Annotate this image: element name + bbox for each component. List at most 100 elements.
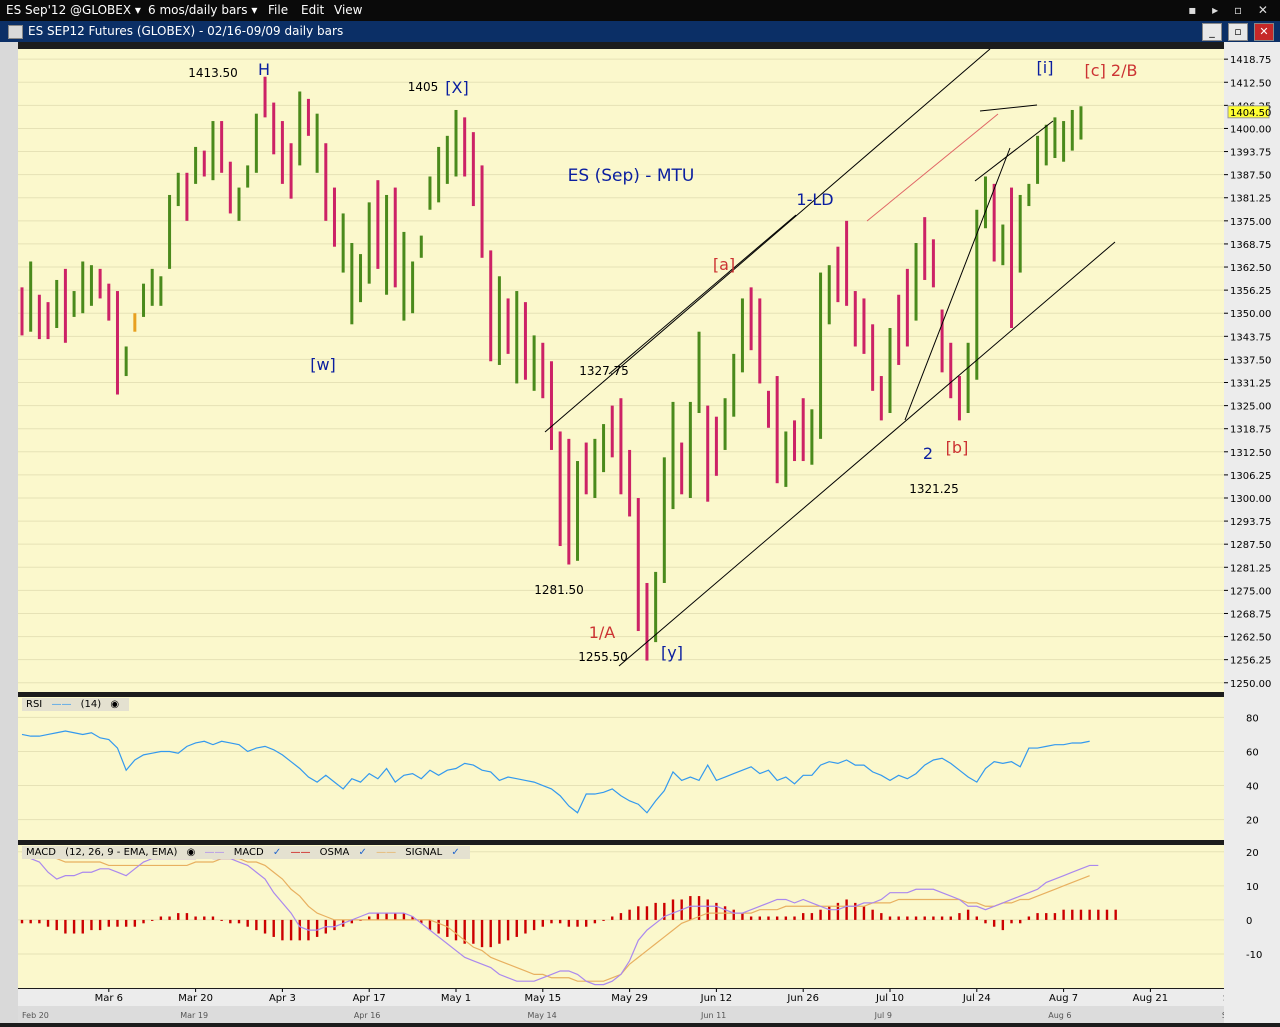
maximize-button[interactable]: ▫ bbox=[1228, 23, 1248, 41]
price-tick-label: 1368.75 bbox=[1230, 240, 1271, 251]
rsi-line bbox=[21, 730, 1090, 814]
price-bar bbox=[1018, 194, 1022, 273]
osma-bar bbox=[888, 916, 892, 920]
price-bar bbox=[784, 431, 788, 487]
osma-bar bbox=[958, 913, 961, 920]
price-tick-label: 1293.75 bbox=[1230, 517, 1271, 528]
label-1321-25: 1321.25 bbox=[909, 482, 959, 496]
osma-bar bbox=[637, 906, 640, 920]
settings-icon[interactable]: ◉ bbox=[110, 699, 120, 710]
wave-labels: H 1413.50 [X] 1405 [w] 1327.75 1281.50 1… bbox=[188, 58, 1137, 664]
price-bar bbox=[115, 291, 119, 395]
osma-bar bbox=[116, 919, 119, 927]
osma-bar bbox=[550, 919, 553, 924]
osma-bar bbox=[541, 919, 544, 927]
period-selector[interactable]: 6 mos/daily bars ▾ bbox=[148, 3, 258, 17]
price-bar bbox=[29, 261, 33, 332]
week-tick-label: Mar 19 bbox=[180, 1011, 208, 1020]
price-bar bbox=[515, 291, 519, 384]
osma-bar bbox=[793, 916, 796, 920]
osma-bar bbox=[611, 916, 614, 920]
osma-bar bbox=[585, 919, 588, 927]
rsi-legend[interactable]: RSI —— (14) ◉ bbox=[22, 698, 130, 711]
price-bar bbox=[593, 438, 597, 498]
osma-bar bbox=[923, 916, 926, 920]
file-menu[interactable]: File bbox=[268, 3, 289, 17]
close-button[interactable]: ✕ bbox=[1254, 23, 1274, 41]
window-controls[interactable]: ▪ ▸ ▫ ✕ bbox=[1188, 3, 1274, 17]
price-bar bbox=[801, 398, 805, 462]
price-tick-label: 1418.75 bbox=[1230, 55, 1271, 66]
osma-bar bbox=[333, 919, 336, 931]
checkbox-icon[interactable]: ✓ bbox=[451, 847, 460, 858]
price-bar bbox=[697, 331, 701, 413]
osma-bar bbox=[628, 909, 631, 920]
osma-bar bbox=[593, 919, 597, 924]
price-tick-label: 1287.50 bbox=[1230, 540, 1271, 551]
price-bar bbox=[662, 457, 666, 583]
macd-legend[interactable]: MACD (12, 26, 9 - EMA, EMA) ◉ —— MACD ✓ … bbox=[22, 846, 470, 859]
chart-window-titlebar: ES SEP12 Futures (GLOBEX) - 02/16-09/09 … bbox=[0, 21, 1280, 42]
price-bar bbox=[983, 176, 987, 229]
osma-bar bbox=[984, 919, 987, 924]
osma-bar bbox=[932, 916, 935, 920]
price-tick-label: 1393.75 bbox=[1230, 148, 1271, 159]
price-bar bbox=[220, 121, 224, 173]
date-tick-label: Aug 7 bbox=[1049, 993, 1078, 1004]
price-bar bbox=[463, 117, 467, 177]
checkbox-icon[interactable]: ✓ bbox=[272, 847, 282, 858]
checkbox-icon[interactable]: ✓ bbox=[358, 847, 367, 858]
osma-bar bbox=[732, 909, 735, 920]
price-tick-label: 1318.75 bbox=[1230, 425, 1271, 436]
wedge-lower-line bbox=[974, 120, 1054, 182]
price-tick-label: 1262.50 bbox=[1230, 633, 1271, 644]
osma-bar bbox=[749, 916, 753, 920]
price-bar bbox=[723, 398, 727, 450]
date-tick-label: Mar 20 bbox=[178, 993, 213, 1004]
price-bar bbox=[1079, 106, 1083, 140]
osma-bar bbox=[246, 919, 249, 927]
osma-bar bbox=[211, 916, 215, 920]
left-scroll-strip[interactable] bbox=[0, 42, 18, 1023]
osma-bar bbox=[1036, 913, 1039, 920]
label-b: [b] bbox=[946, 438, 969, 457]
view-menu[interactable]: View bbox=[334, 3, 363, 17]
price-tick-label: 1275.00 bbox=[1230, 586, 1271, 597]
price-bar bbox=[445, 135, 449, 184]
osma-bar bbox=[784, 916, 788, 920]
lower-channel-line bbox=[618, 241, 1116, 667]
price-bar bbox=[992, 183, 996, 262]
week-tick-label: May 14 bbox=[527, 1011, 556, 1020]
price-tick-label: 1268.75 bbox=[1230, 609, 1271, 620]
edit-menu[interactable]: Edit bbox=[301, 3, 325, 17]
osma-bar bbox=[654, 902, 657, 920]
label-1255-50: 1255.50 bbox=[578, 650, 628, 664]
price-bar bbox=[671, 401, 675, 510]
symbol-selector[interactable]: ES Sep'12 @GLOBEX ▾ bbox=[6, 3, 141, 17]
price-tick-label: 1381.25 bbox=[1230, 194, 1271, 205]
osma-bar bbox=[880, 913, 883, 920]
chart-window-icon bbox=[8, 25, 23, 39]
minimize-button[interactable]: _ bbox=[1202, 23, 1222, 41]
price-bar bbox=[298, 91, 302, 166]
rsi-param: (14) bbox=[80, 699, 102, 710]
menu-bar: ES Sep'12 @GLOBEX ▾ 6 mos/daily bars ▾ F… bbox=[0, 0, 1280, 21]
osma-bar bbox=[498, 919, 501, 944]
price-bar bbox=[246, 165, 250, 188]
label-2: 2 bbox=[923, 444, 933, 463]
price-bar bbox=[306, 98, 310, 136]
osma-bar bbox=[1027, 916, 1031, 920]
price-bar bbox=[819, 272, 823, 439]
label-y: [y] bbox=[661, 643, 683, 662]
price-bar bbox=[602, 424, 606, 473]
price-bar bbox=[454, 109, 458, 177]
price-bar bbox=[367, 202, 371, 284]
price-bar bbox=[888, 328, 892, 413]
osma-bar bbox=[706, 899, 709, 920]
date-tick-label: May 1 bbox=[441, 993, 471, 1004]
price-bar bbox=[237, 187, 241, 221]
price-bar bbox=[185, 172, 189, 221]
price-bar bbox=[37, 294, 41, 340]
settings-icon[interactable]: ◉ bbox=[186, 847, 196, 858]
osma-bar bbox=[940, 916, 944, 920]
